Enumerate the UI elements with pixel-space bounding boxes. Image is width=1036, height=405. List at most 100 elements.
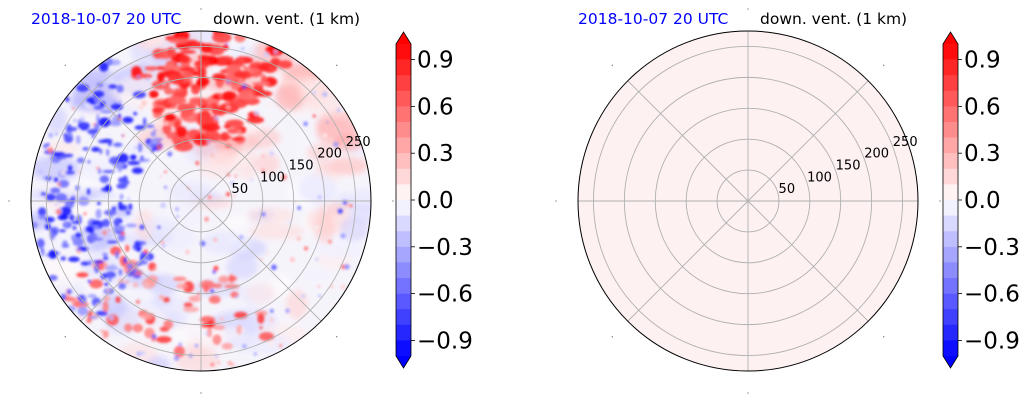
left-azimuth-tick — [336, 64, 338, 66]
right-colorbar-band — [943, 309, 958, 326]
right-colorbar-tick-label: −0.6 — [964, 282, 1020, 308]
left-colorbar-band — [396, 278, 411, 294]
right-colorbar-band — [943, 106, 958, 123]
right-azimuth-spoke-45 — [747, 80, 869, 202]
left-azimuth-tick — [336, 336, 338, 338]
right-colorbar-band — [943, 231, 958, 248]
right-azimuth-spoke-135 — [627, 80, 749, 202]
right-title-variable: down. vent. (1 km) — [760, 10, 907, 28]
left-colorbar-extend-max — [396, 32, 411, 44]
right-radial-tick-label: 250 — [893, 135, 918, 150]
left-colorbar-band — [396, 309, 411, 326]
right-colorbar-extend-min — [943, 356, 958, 368]
right-azimuth-tick — [611, 336, 613, 338]
right-azimuth-tick — [883, 64, 885, 66]
right-azimuth-tick — [747, 8, 749, 10]
left-field — [31, 31, 371, 371]
left-radial-tick-label: 150 — [289, 159, 314, 174]
left-polar-frame — [30, 30, 372, 372]
left-azimuth-tick — [64, 64, 66, 66]
left-azimuth-spoke-45 — [200, 80, 322, 202]
left-azimuth-tick — [8, 200, 10, 202]
left-radial-tick-label: 50 — [232, 182, 249, 197]
left-azimuth-spoke-135 — [80, 80, 202, 202]
left-colorbar-tick-label: 0.6 — [417, 94, 454, 120]
right-colorbar-outline — [942, 31, 959, 369]
left-colorbar-extend-min — [396, 356, 411, 368]
right-azimuth-tick — [747, 392, 749, 394]
left-azimuth-spoke-225 — [80, 200, 202, 322]
right-azimuth-spoke-225 — [627, 200, 749, 322]
right-colorbar-tick-label: 0.0 — [964, 188, 1001, 214]
left-colorbar-tick-label: −0.9 — [417, 328, 473, 354]
left-panel: 2018-10-07 20 UTC down. vent. (1 km) 50 1… — [8, 8, 473, 394]
right-colorbar-band — [943, 293, 958, 310]
right-colorbar-band — [943, 90, 958, 107]
right-colorbar-band — [943, 75, 958, 92]
left-colorbar-band — [396, 153, 411, 170]
right-colorbar-band — [943, 340, 958, 357]
left-colorbar-tick-label: 0.0 — [417, 188, 454, 214]
left-azimuth-tick — [200, 8, 202, 10]
left-colorbar-tick-label: −0.6 — [417, 282, 473, 308]
left-azimuth-tick — [392, 200, 394, 202]
left-colorbar-outline — [395, 31, 412, 369]
left-colorbar-band — [396, 215, 411, 232]
left-colorbar-band — [396, 200, 411, 216]
right-colorbar-tick-label: 0.3 — [964, 141, 1001, 167]
right-colorbar-tick-label: −0.3 — [964, 235, 1020, 261]
right-colorbar-band — [943, 246, 958, 263]
right-colorbar-band — [943, 200, 958, 216]
right-colorbar-swatches — [942, 31, 959, 369]
left-radial-tick-label: 200 — [317, 147, 342, 162]
left-title-date: 2018-10-07 20 UTC — [31, 10, 181, 28]
right-colorbar-tick-label: −0.9 — [964, 328, 1020, 354]
right-panel: 2018-10-07 20 UTC down. vent. (1 km) 50 1… — [555, 8, 1020, 394]
right-azimuth-tick — [611, 64, 613, 66]
left-colorbar-band — [396, 106, 411, 123]
right-colorbar-band — [943, 59, 958, 76]
left-azimuth-tick — [64, 336, 66, 338]
left-colorbar-band — [396, 59, 411, 76]
left-colorbar-tick-label: 0.3 — [417, 141, 454, 167]
left-colorbar-band — [396, 44, 411, 60]
left-title-variable: down. vent. (1 km) — [213, 10, 360, 28]
right-radial-tick-label: 200 — [864, 147, 889, 162]
right-colorbar: 0.9 0.6 0.3 0.0 −0.3 −0.6 −0.9 — [942, 31, 1020, 369]
right-azimuth-tick — [939, 200, 941, 202]
left-colorbar-band — [396, 122, 411, 138]
right-colorbar-band — [943, 168, 958, 185]
right-colorbar-band — [943, 122, 958, 138]
right-colorbar-tick-label: 0.9 — [964, 48, 1001, 74]
right-azimuth-tick — [555, 200, 557, 202]
right-colorbar-band — [943, 184, 958, 201]
right-polar-grid — [578, 31, 918, 371]
right-polar-frame — [577, 30, 919, 372]
right-azimuth-tick — [883, 336, 885, 338]
left-colorbar-band — [396, 324, 411, 341]
right-radial-tick-label: 100 — [807, 170, 832, 185]
right-colorbar-band — [943, 137, 958, 154]
left-colorbar: 0.9 0.6 0.3 0.0 −0.3 −0.6 −0.9 — [395, 31, 473, 369]
right-colorbar-band — [943, 278, 958, 294]
left-colorbar-band — [396, 293, 411, 310]
left-colorbar-band — [396, 340, 411, 357]
right-colorbar-band — [943, 262, 958, 279]
left-colorbar-band — [396, 137, 411, 154]
left-colorbar-band — [396, 168, 411, 185]
right-colorbar-tick-label: 0.6 — [964, 94, 1001, 120]
left-colorbar-tick-label: 0.9 — [417, 48, 454, 74]
left-radial-tick-label: 250 — [346, 135, 371, 150]
left-colorbar-band — [396, 231, 411, 248]
right-azimuth-spoke-315 — [747, 200, 869, 322]
left-colorbar-ticks: 0.9 0.6 0.3 0.0 −0.3 −0.6 −0.9 — [411, 48, 473, 354]
right-colorbar-extend-max — [943, 32, 958, 44]
left-azimuth-tick — [200, 392, 202, 394]
left-colorbar-band — [396, 90, 411, 107]
right-colorbar-band — [943, 324, 958, 341]
right-colorbar-band — [943, 44, 958, 60]
